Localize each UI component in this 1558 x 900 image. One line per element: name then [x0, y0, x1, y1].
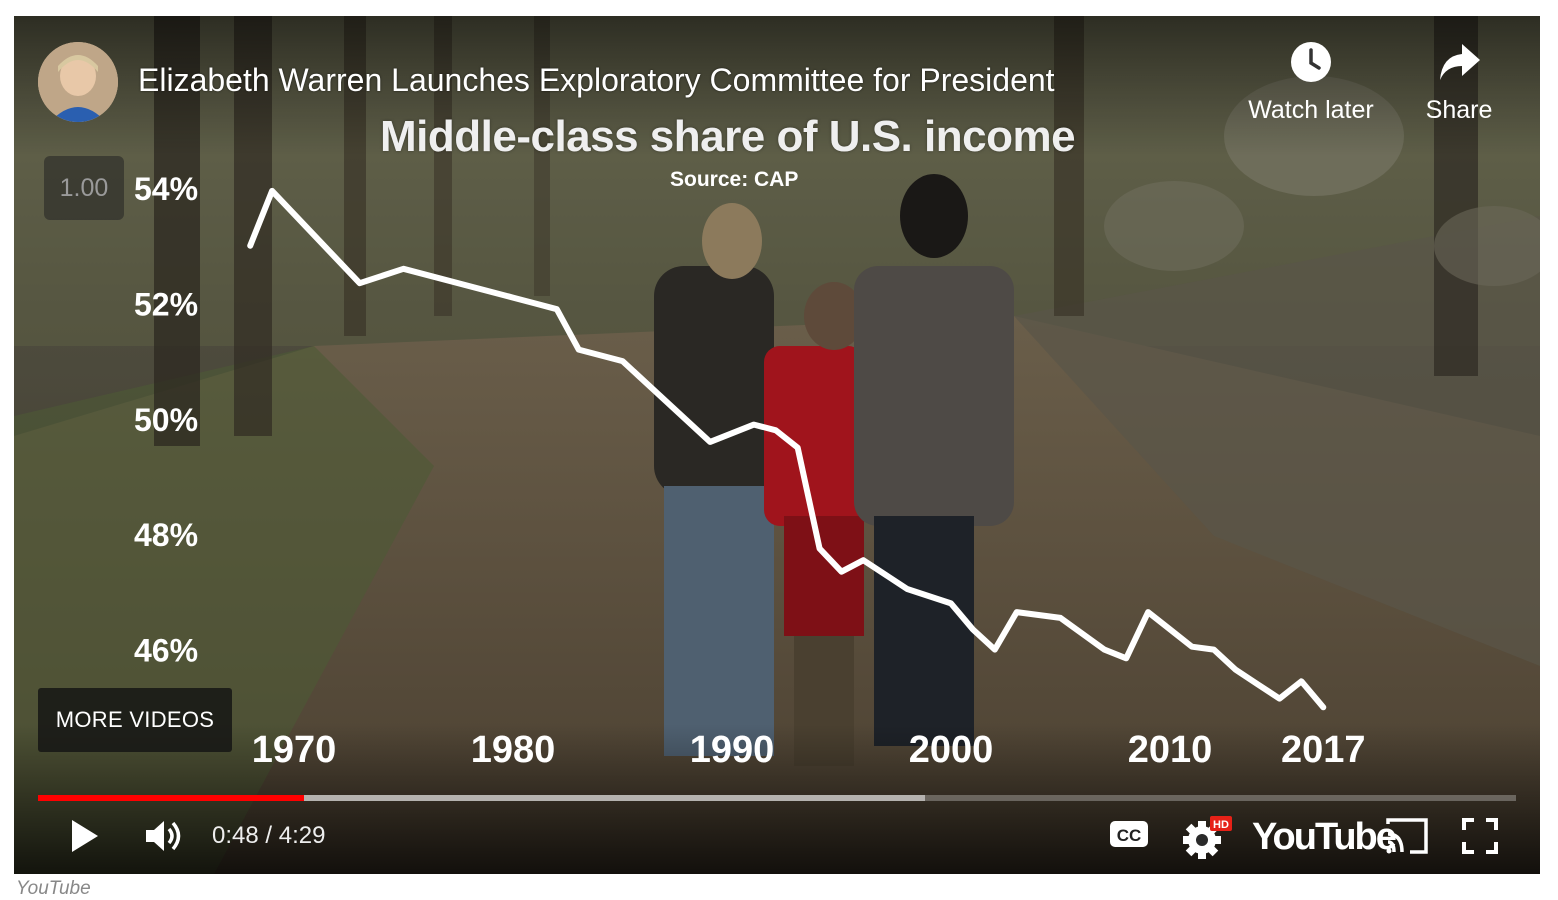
progress-buffered [38, 795, 925, 801]
x-tick-label: 2017 [1281, 729, 1366, 771]
x-tick-label: 1990 [690, 729, 775, 771]
y-tick-label: 46% [134, 633, 198, 669]
avatar-portrait [38, 42, 118, 122]
playback-speed-badge: 1.00 [44, 156, 124, 220]
closed-captions-icon[interactable]: CC [1108, 818, 1150, 850]
progress-bar[interactable] [38, 795, 1516, 801]
cast-icon[interactable] [1384, 816, 1430, 856]
settings-gear-icon[interactable]: HD [1180, 814, 1234, 860]
youtube-logo[interactable]: YouTube [1252, 816, 1397, 858]
y-tick-label: 48% [134, 517, 198, 553]
time-separator: / [258, 822, 279, 849]
fullscreen-icon[interactable] [1460, 816, 1500, 856]
volume-icon[interactable] [144, 816, 188, 856]
cc-label: CC [1117, 826, 1142, 845]
time-display: 0:48 / 4:29 [212, 822, 325, 850]
watch-later-button[interactable]: Watch later [1236, 40, 1386, 125]
chart-title: Middle-class share of U.S. income [380, 112, 1076, 161]
top-shade [14, 16, 1540, 156]
x-tick-label: 1970 [252, 729, 337, 771]
video-player[interactable]: Elizabeth Warren Launches Exploratory Co… [14, 16, 1540, 874]
y-tick-label: 54% [134, 171, 198, 207]
x-tick-label: 1980 [471, 729, 556, 771]
hd-label: HD [1213, 819, 1229, 831]
progress-played [38, 795, 305, 801]
x-tick-label: 2010 [1128, 729, 1213, 771]
clock-icon [1291, 42, 1331, 82]
share-arrow-icon [1440, 44, 1480, 80]
more-videos-button[interactable]: MORE VIDEOS [38, 688, 232, 752]
y-tick-label: 50% [134, 402, 198, 438]
share-button[interactable]: Share [1384, 40, 1534, 125]
y-tick-label: 52% [134, 286, 198, 322]
x-tick-label: 2000 [909, 729, 994, 771]
current-time: 0:48 [212, 822, 259, 849]
duration: 4:29 [278, 822, 326, 849]
watch-later-label: Watch later [1248, 96, 1374, 124]
embed-caption: YouTube [16, 878, 91, 899]
hd-badge [1210, 816, 1232, 831]
income-share-chart: 54% 52% 50% 48% 46% 1970 1980 1990 2000 2010 2017 [134, 171, 1366, 771]
play-icon[interactable] [64, 816, 104, 856]
share-label: Share [1425, 96, 1493, 124]
video-title[interactable]: Elizabeth Warren Launches Exploratory Co… [138, 62, 1055, 98]
chart-source: Source: CAP [670, 168, 799, 191]
series-line [247, 187, 1327, 711]
channel-avatar[interactable] [38, 42, 118, 122]
